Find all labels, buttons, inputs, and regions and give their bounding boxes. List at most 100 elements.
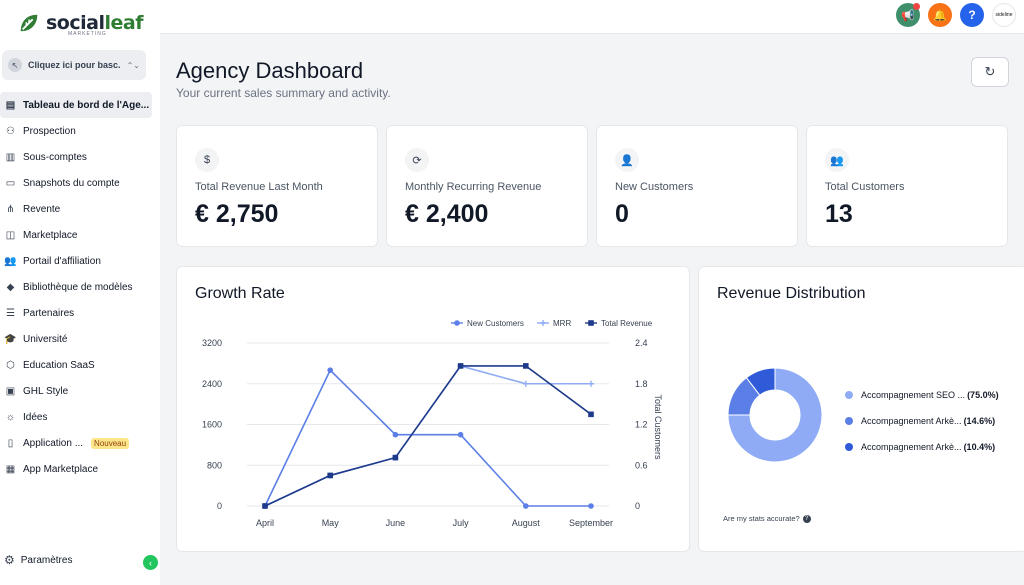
stat-card-total-customers: 👥 Total Customers 13 [806, 125, 1008, 247]
sidebar: socialleaf MARKETING ↖ Cliquez ici pour … [0, 0, 160, 585]
left-tick-label: 2400 [202, 379, 222, 389]
legend-label: MRR [553, 319, 571, 328]
data-point [262, 503, 268, 509]
users-icon: 👥 [4, 255, 17, 267]
brand-tagline: MARKETING [68, 31, 107, 37]
stat-card-total-revenue: $ Total Revenue Last Month € 2,750 [176, 125, 378, 247]
pointer-icon: ↖ [8, 58, 22, 72]
sidebar-item-12[interactable]: ☼ Idées [0, 404, 152, 430]
question-icon: ? [968, 8, 976, 22]
sidebar-item-2[interactable]: ▥ Sous-comptes [0, 144, 152, 170]
settings-label: Paramètres [20, 554, 73, 566]
sidebar-item-label: Bibliothèque de modèles [23, 281, 133, 293]
stat-value: 0 [615, 200, 629, 228]
donut-legend-item[interactable]: Accompagnement SEO ... (75.0%) [845, 382, 999, 408]
sidebar-item-7[interactable]: ◆ Bibliothèque de modèles [0, 274, 152, 300]
stat-card-mrr: ⟳ Monthly Recurring Revenue € 2,400 [386, 125, 588, 247]
growth-rate-chart: 3200 2.4 2400 1.8 1600 1.2 800 0.6 0 0 April May Jun… [202, 319, 663, 528]
leaf-logo-icon [20, 14, 38, 32]
sidebar-item-label: Prospection [23, 125, 76, 137]
megaphone-icon: 📢 [901, 9, 915, 22]
x-tick-label: May [322, 518, 340, 528]
question-icon: ? [802, 514, 811, 523]
growth-rate-panel: Growth Rate 3200 2.4 2400 1.8 1600 1.2 800 0.6 0… [176, 266, 690, 552]
legend-label: Accompagnement Arkè... [861, 442, 962, 452]
sidebar-item-4[interactable]: ⋔ Revente [0, 196, 152, 222]
data-point [392, 431, 399, 438]
donut-legend-item[interactable]: Accompagnement Arkè... (10.4%) [845, 434, 999, 460]
shopping-bag-icon: ◫ [5, 229, 16, 241]
sidebar-item-0[interactable]: ▤ Tableau de bord de l'Age... [0, 92, 152, 118]
account-switcher-label: Cliquez ici pour basc... [28, 60, 121, 70]
stat-label: Total Customers [825, 181, 905, 193]
legend-percent: (10.4%) [963, 442, 996, 452]
right-tick-label: 2.4 [635, 338, 648, 348]
shapes-icon: ◆ [6, 281, 15, 293]
sidebar-item-8[interactable]: ☰ Partenaires [0, 300, 152, 326]
sidebar-item-13[interactable]: ▯ Application ... Nouveau [0, 430, 152, 456]
help-button[interactable]: ? [960, 3, 984, 27]
legend-label: Accompagnement SEO ... [861, 390, 966, 400]
avatar[interactable]: sideline [992, 3, 1016, 27]
right-axis-label: Total Customers [653, 394, 663, 460]
sidebar-item-label: GHL Style [23, 385, 69, 397]
donut-legend-item[interactable]: Accompagnement Arkè... (14.6%) [845, 408, 999, 434]
left-tick-label: 3200 [202, 338, 222, 348]
sidebar-item-label: App Marketplace [23, 463, 99, 475]
data-point [522, 380, 529, 387]
donut-slice-2[interactable] [745, 367, 776, 396]
box-icon: ⬡ [6, 359, 15, 371]
collapse-sidebar-button[interactable]: ‹ [143, 555, 158, 570]
legend-label: Total Revenue [601, 319, 653, 328]
building-icon: ▥ [5, 151, 16, 163]
refresh-icon: ↻ [984, 64, 996, 79]
grid-icon: ▦ [5, 463, 16, 475]
announcement-button[interactable]: 📢 [896, 3, 920, 27]
series-line-2 [264, 365, 592, 507]
topbar: 📢 🔔 ? sideline [160, 0, 1024, 34]
stat-label: Total Revenue Last Month [195, 181, 323, 193]
legend-marker [588, 320, 594, 326]
stat-card-new-customers: 👤 New Customers 0 [596, 125, 798, 247]
sidebar-item-10[interactable]: ⬡ Éducation SaaS [0, 352, 152, 378]
lightbulb-icon: ☼ [5, 411, 16, 423]
data-point [327, 472, 333, 479]
sidebar-item-label: Université [23, 333, 68, 345]
donut-slice-0[interactable] [727, 367, 823, 463]
legend-label: New Customers [467, 319, 524, 328]
sidebar-item-1[interactable]: ⚇ Prospection [0, 118, 152, 144]
notifications-button[interactable]: 🔔 [928, 3, 952, 27]
page-subtitle: Your current sales summary and activity. [176, 86, 391, 100]
new-badge: Nouveau [91, 437, 130, 449]
data-point [392, 454, 399, 461]
sidebar-item-3[interactable]: ▭ Snapshots du compte [0, 170, 152, 196]
stats-accuracy-link[interactable]: Are my stats accurate? ? [723, 514, 811, 523]
sidebar-nav: ▤ Tableau de bord de l'Age... ⚇ Prospection… [0, 92, 160, 482]
account-switcher[interactable]: ↖ Cliquez ici pour basc... ⌃⌄ [2, 50, 146, 80]
legend-label: Accompagnement Arkè... [861, 416, 962, 426]
refresh-button[interactable]: ↻ [971, 57, 1009, 87]
sidebar-item-label: Idées [23, 411, 48, 423]
brand-logo[interactable]: socialleaf [18, 12, 143, 34]
sidebar-item-11[interactable]: ▣ GHL Style [0, 378, 152, 404]
sidebar-item-label: Éducation SaaS [23, 359, 95, 371]
series-line-1 [264, 365, 591, 507]
sidebar-item-label: Tableau de bord de l'Age... [23, 99, 150, 111]
sidebar-item-label: Application ... [23, 437, 84, 449]
sidebar-item-14[interactable]: ▦ App Marketplace [0, 456, 152, 482]
sidebar-item-9[interactable]: 🎓 Université [0, 326, 152, 352]
sidebar-item-label: Marketplace [23, 229, 78, 241]
left-tick-label: 1600 [202, 420, 222, 430]
brand-name: socialleaf [46, 12, 143, 34]
split-icon: ⋔ [6, 203, 15, 215]
data-point [327, 367, 333, 373]
sidebar-item-settings[interactable]: ⚙ Paramètres [4, 553, 72, 567]
data-point [457, 431, 464, 438]
legend-marker [454, 320, 460, 326]
x-tick-label: July [453, 518, 470, 528]
recurring-icon: ⟳ [405, 148, 429, 172]
legend-dot [845, 417, 853, 425]
sidebar-item-5[interactable]: ◫ Marketplace [0, 222, 152, 248]
sidebar-item-6[interactable]: 👥 Portail d'affiliation [0, 248, 152, 274]
x-tick-label: April [256, 518, 274, 528]
